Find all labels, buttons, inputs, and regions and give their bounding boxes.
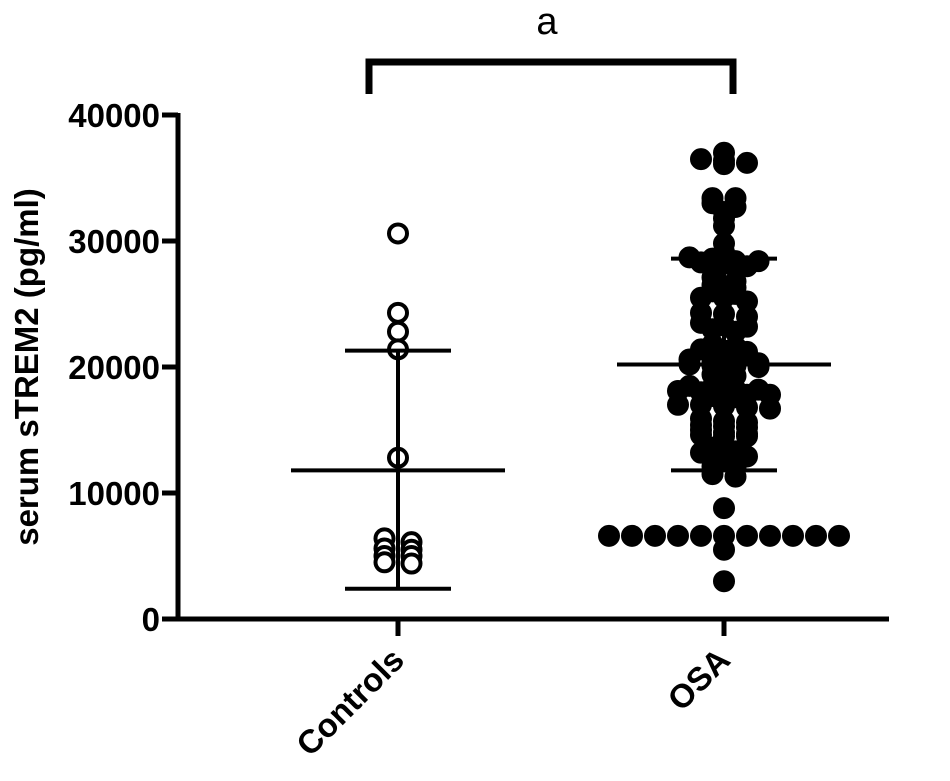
data-point [667, 393, 689, 416]
data-point [387, 320, 409, 343]
y-tick-label: 20000 [68, 349, 160, 386]
y-tick-label: 40000 [68, 97, 160, 134]
data-point [713, 570, 735, 593]
y-tick-group: 0 10000 20000 30000 40000 [68, 97, 178, 638]
group-layer [291, 141, 850, 593]
significance-label: a [536, 1, 558, 43]
data-point [690, 148, 712, 171]
data-point [644, 524, 666, 547]
data-point [736, 151, 758, 174]
data-point [713, 538, 735, 561]
data-point [621, 524, 643, 547]
data-point [759, 524, 781, 547]
data-point [736, 255, 758, 278]
data-point [373, 551, 396, 574]
y-tick-label: 10000 [68, 475, 160, 512]
significance-bracket [365, 58, 737, 94]
data-point [387, 301, 409, 324]
data-point [782, 524, 804, 547]
x-tick-label-osa: OSA [660, 641, 737, 718]
x-tick-label-controls: Controls [289, 641, 411, 763]
group-osa [598, 141, 850, 593]
data-point [713, 153, 735, 176]
data-point [828, 524, 850, 547]
data-point [598, 524, 620, 547]
y-tick-label: 0 [142, 601, 160, 638]
data-point [759, 397, 781, 420]
y-axis-title: serum sTREM2 (pg/ml) [8, 188, 45, 546]
data-point [736, 524, 758, 547]
data-point [701, 463, 724, 486]
data-point [747, 356, 770, 378]
x-tick-group: Controls OSA [289, 619, 737, 763]
group-controls [291, 222, 505, 591]
data-point [387, 222, 409, 245]
data-point [667, 524, 689, 547]
data-point [690, 524, 712, 547]
data-point [713, 497, 735, 520]
data-point [400, 552, 423, 575]
y-tick-label: 30000 [68, 223, 160, 260]
data-point [805, 524, 827, 547]
